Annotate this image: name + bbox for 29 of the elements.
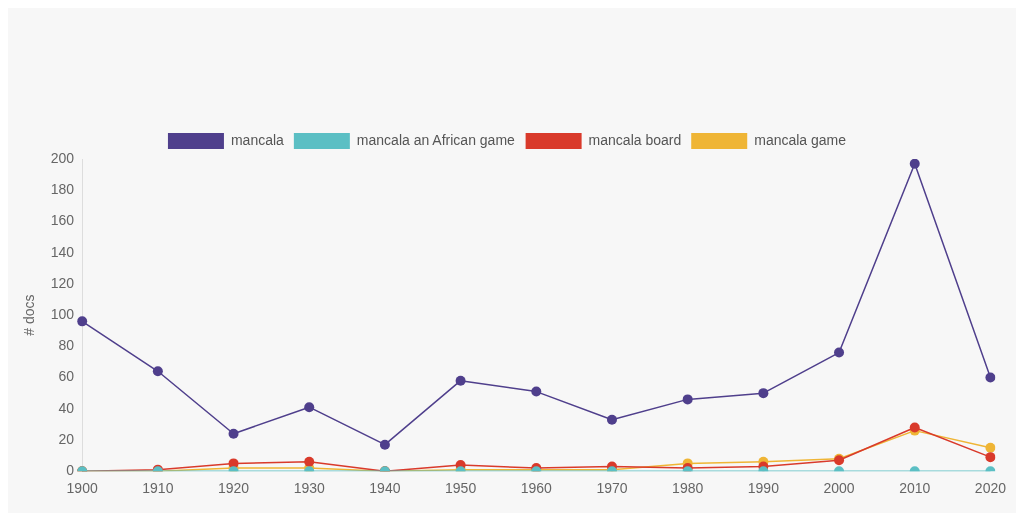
x-tick-label: 1980	[672, 480, 704, 497]
y-tick-label: 140	[50, 243, 75, 260]
x-tick-label: 1900	[66, 480, 98, 497]
x-tick-label: 1910	[142, 480, 174, 497]
y-tick-label: 80	[58, 337, 75, 354]
y-tick-label: 160	[50, 212, 75, 229]
legend-label: mancala board	[588, 131, 682, 148]
y-tick-label: 100	[50, 305, 75, 322]
y-axis-title: # docs	[21, 294, 38, 336]
y-tick-label: 180	[50, 181, 75, 198]
y-tick-label: 40	[58, 399, 75, 416]
x-tick-label: 1940	[369, 480, 401, 497]
x-tick-label: 1960	[520, 480, 553, 497]
x-tick-label: 1970	[596, 480, 628, 497]
legend-label: mancala	[230, 131, 285, 148]
y-tick-label: 0	[66, 462, 75, 479]
y-tick-label: 200	[50, 149, 75, 166]
x-tick-label: 2010	[899, 480, 931, 497]
x-tick-label: 1950	[445, 480, 477, 497]
x-tick-label: 2020	[974, 480, 1007, 497]
legend-label: mancala game	[754, 131, 847, 148]
x-tick-label: 1920	[217, 480, 250, 497]
x-tick-label: 1990	[747, 480, 780, 497]
y-tick-label: 120	[50, 274, 75, 291]
legend-label: mancala an African game	[356, 131, 516, 148]
x-tick-label: 2000	[823, 480, 855, 497]
x-tick-label: 1930	[293, 480, 326, 497]
y-tick-label: 20	[58, 430, 75, 447]
y-tick-label: 60	[58, 368, 75, 385]
